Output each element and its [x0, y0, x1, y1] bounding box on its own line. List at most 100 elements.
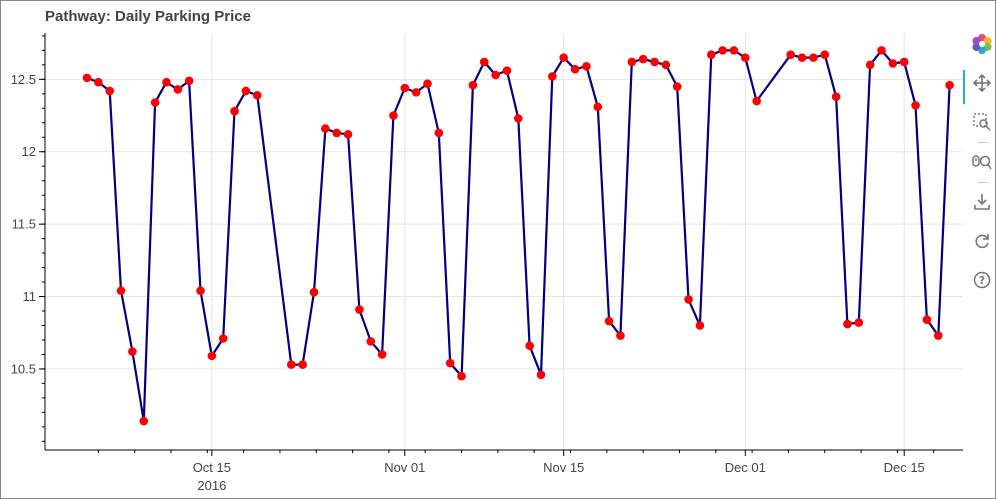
- x-grid: [211, 33, 905, 450]
- data-point[interactable]: [457, 371, 466, 381]
- data-point[interactable]: [559, 53, 568, 62]
- data-point[interactable]: [502, 66, 512, 75]
- data-point[interactable]: [514, 114, 523, 123]
- reset-icon[interactable]: [967, 226, 996, 256]
- data-point[interactable]: [468, 80, 478, 90]
- data-point[interactable]: [604, 316, 614, 326]
- data-point[interactable]: [627, 57, 637, 67]
- data-point[interactable]: [139, 416, 149, 426]
- y-ticks: 10.5 11 11.5 12 12.5: [11, 35, 45, 442]
- data-point[interactable]: [252, 90, 262, 100]
- toolbar-separator: [978, 142, 988, 143]
- data-point[interactable]: [230, 106, 239, 116]
- data-point[interactable]: [684, 295, 693, 304]
- y-tick-label: 11: [23, 289, 37, 304]
- axes: [44, 33, 963, 451]
- y-grid: [45, 78, 963, 370]
- data-point[interactable]: [332, 128, 342, 138]
- data-point[interactable]: [479, 57, 489, 67]
- data-point[interactable]: [831, 92, 841, 102]
- data-point[interactable]: [321, 124, 330, 133]
- data-point[interactable]: [536, 370, 546, 380]
- data-point[interactable]: [843, 319, 852, 329]
- pan-icon[interactable]: [963, 68, 996, 104]
- data-point[interactable]: [150, 98, 160, 107]
- data-point[interactable]: [661, 60, 671, 70]
- y-tick-label: 11.5: [12, 217, 36, 232]
- data-point[interactable]: [377, 350, 387, 359]
- data-point[interactable]: [411, 88, 421, 97]
- x-tick-label: Nov 15: [543, 460, 584, 475]
- data-point[interactable]: [945, 80, 954, 90]
- series-points: [82, 46, 954, 426]
- help-icon[interactable]: ?: [967, 265, 996, 295]
- data-point[interactable]: [933, 331, 943, 340]
- data-point[interactable]: [797, 53, 807, 62]
- x-ticks: Oct 15 Nov 01 Nov 15 Dec 01 Dec 15 2016: [97, 450, 935, 493]
- toolbar-separator: [978, 182, 988, 183]
- data-point[interactable]: [445, 358, 455, 368]
- save-icon[interactable]: [967, 187, 996, 217]
- bokeh-logo-icon[interactable]: [967, 29, 996, 59]
- data-point[interactable]: [718, 46, 727, 55]
- data-point[interactable]: [650, 57, 659, 67]
- y-tick-label: 10.5: [11, 361, 36, 376]
- data-point[interactable]: [729, 46, 739, 55]
- data-point[interactable]: [820, 50, 830, 60]
- data-point[interactable]: [582, 62, 591, 71]
- data-point[interactable]: [241, 86, 251, 96]
- data-point[interactable]: [173, 85, 183, 94]
- data-point[interactable]: [877, 46, 886, 55]
- data-point[interactable]: [389, 111, 398, 120]
- data-point[interactable]: [309, 287, 319, 297]
- data-point[interactable]: [184, 76, 194, 86]
- data-point[interactable]: [854, 318, 864, 327]
- data-point[interactable]: [94, 77, 103, 87]
- box-zoom-icon[interactable]: [967, 107, 996, 137]
- data-point[interactable]: [809, 53, 818, 62]
- data-point[interactable]: [162, 77, 171, 87]
- data-point[interactable]: [741, 53, 750, 62]
- data-point[interactable]: [616, 331, 625, 340]
- data-point[interactable]: [638, 54, 648, 64]
- data-point[interactable]: [899, 57, 909, 67]
- data-point[interactable]: [207, 351, 217, 361]
- wheel-zoom-icon[interactable]: [967, 147, 996, 177]
- data-point[interactable]: [105, 86, 114, 96]
- data-point[interactable]: [218, 334, 228, 343]
- data-point[interactable]: [570, 64, 580, 74]
- data-point[interactable]: [888, 59, 898, 68]
- x-tick-label: Nov 01: [384, 460, 425, 475]
- data-point[interactable]: [298, 360, 307, 369]
- x-tick-label: Dec 15: [884, 460, 925, 475]
- data-point[interactable]: [400, 83, 410, 93]
- data-point[interactable]: [865, 60, 875, 70]
- data-point[interactable]: [355, 305, 364, 314]
- data-point[interactable]: [434, 128, 444, 138]
- data-point[interactable]: [366, 337, 376, 346]
- data-point[interactable]: [911, 101, 920, 110]
- y-tick-label: 12: [22, 144, 36, 159]
- data-point[interactable]: [922, 315, 932, 324]
- data-point[interactable]: [548, 72, 557, 81]
- y-tick-label: 12.5: [11, 72, 36, 87]
- data-point[interactable]: [525, 341, 534, 351]
- data-point[interactable]: [672, 82, 682, 91]
- data-point[interactable]: [287, 360, 296, 369]
- data-point[interactable]: [491, 70, 500, 80]
- data-point[interactable]: [423, 79, 432, 88]
- data-point[interactable]: [706, 50, 716, 60]
- data-point[interactable]: [82, 73, 92, 83]
- svg-text:?: ?: [979, 274, 985, 287]
- data-point[interactable]: [196, 286, 205, 296]
- chart-title: Pathway: Daily Parking Price: [45, 8, 251, 25]
- data-point[interactable]: [786, 50, 795, 60]
- data-point[interactable]: [116, 286, 126, 296]
- data-point[interactable]: [752, 96, 761, 106]
- data-point[interactable]: [128, 347, 137, 356]
- data-point[interactable]: [695, 321, 705, 330]
- data-point[interactable]: [343, 130, 353, 139]
- data-point[interactable]: [593, 102, 603, 112]
